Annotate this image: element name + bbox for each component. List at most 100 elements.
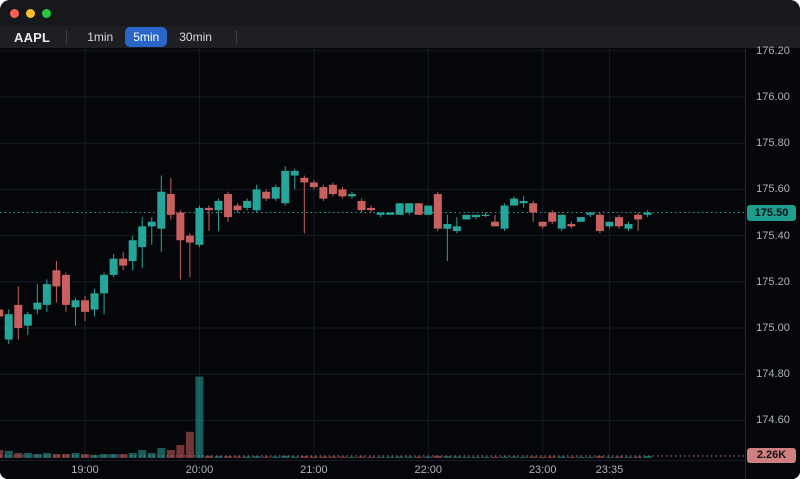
volume-bar bbox=[224, 456, 233, 458]
price-axis-label: 176.00 bbox=[756, 91, 790, 103]
candle-body bbox=[166, 194, 175, 215]
time-axis[interactable]: 19:00 20:00 21:00 22:00 23:00 23:35 bbox=[0, 460, 746, 479]
volume-bar bbox=[23, 453, 32, 458]
candle-body bbox=[624, 224, 633, 229]
volume-bar bbox=[357, 456, 366, 458]
volume-bar bbox=[510, 456, 519, 458]
candle-body bbox=[128, 240, 137, 262]
price-axis-label: 174.60 bbox=[756, 414, 790, 427]
candle bbox=[519, 196, 528, 208]
volume-bar bbox=[52, 453, 61, 458]
candle bbox=[367, 205, 376, 213]
candle bbox=[414, 203, 423, 215]
volume-bar bbox=[414, 456, 423, 458]
candle bbox=[462, 214, 471, 220]
candle bbox=[376, 212, 385, 218]
volume-bar bbox=[643, 455, 652, 458]
volume-bar bbox=[109, 453, 118, 458]
candle bbox=[300, 175, 309, 234]
price-chart-canvas[interactable] bbox=[0, 49, 746, 479]
price-axis[interactable]: 174.60 174.80 175.00 175.20 175.40 175.60 175.… bbox=[745, 45, 800, 479]
candle bbox=[548, 210, 557, 225]
timeframe-1min[interactable]: 1min bbox=[87, 30, 114, 44]
symbol-label: AAPL bbox=[14, 29, 51, 45]
minimize-button[interactable] bbox=[26, 9, 35, 18]
volume-bar bbox=[538, 456, 547, 458]
volume-bar bbox=[157, 447, 166, 458]
volume-bar bbox=[61, 453, 70, 458]
close-button[interactable] bbox=[10, 9, 19, 18]
candle bbox=[224, 191, 233, 222]
candle-body bbox=[500, 205, 509, 229]
candle-body bbox=[605, 221, 614, 227]
volume-bar bbox=[376, 456, 385, 458]
price-axis-label: 175.60 bbox=[756, 183, 790, 196]
volume-bar bbox=[443, 456, 452, 458]
candle bbox=[33, 284, 42, 315]
candle bbox=[357, 198, 366, 213]
toolbar-divider bbox=[66, 30, 68, 44]
candle bbox=[567, 221, 576, 229]
candle bbox=[0, 309, 4, 317]
candle-body bbox=[576, 217, 585, 222]
maximize-button[interactable] bbox=[42, 9, 51, 18]
volume-bar bbox=[605, 456, 614, 458]
volume-bar bbox=[634, 456, 643, 458]
volume-layer bbox=[0, 376, 652, 458]
volume-bar bbox=[405, 456, 414, 458]
candle bbox=[176, 210, 185, 280]
candle bbox=[157, 175, 166, 252]
candle bbox=[252, 184, 261, 213]
price-axis-label: 175.20 bbox=[756, 275, 790, 288]
candle bbox=[395, 203, 404, 215]
candle bbox=[138, 217, 147, 268]
time-axis-label: 21:00 bbox=[300, 464, 328, 476]
candle-body bbox=[634, 214, 643, 220]
candle-body bbox=[481, 214, 490, 217]
volume-bar bbox=[452, 456, 461, 458]
candle-body bbox=[14, 304, 23, 328]
candle bbox=[204, 205, 213, 231]
candle-body bbox=[23, 314, 32, 326]
volume-bar bbox=[567, 456, 576, 458]
candle-body bbox=[214, 200, 223, 211]
candle-body bbox=[252, 189, 261, 211]
candle-body bbox=[204, 207, 213, 211]
volume-bar bbox=[471, 456, 480, 458]
candle bbox=[500, 203, 509, 231]
candle bbox=[452, 217, 461, 234]
volume-bar bbox=[166, 449, 175, 458]
candle bbox=[538, 221, 547, 229]
candle-body bbox=[557, 214, 566, 229]
volume-bar bbox=[347, 456, 356, 458]
candle bbox=[347, 191, 356, 199]
volume-bar bbox=[319, 456, 328, 458]
candle-body bbox=[491, 221, 500, 227]
volume-bar bbox=[147, 453, 156, 458]
volume-bar bbox=[195, 376, 204, 458]
current-volume-badge: 2.26K bbox=[747, 448, 796, 463]
candle-body bbox=[357, 200, 366, 211]
candle-body bbox=[405, 203, 414, 213]
candle bbox=[338, 187, 347, 199]
candle-body bbox=[290, 170, 299, 176]
time-axis-label: 23:00 bbox=[528, 464, 557, 476]
current-price-badge: 175.50 bbox=[747, 205, 796, 221]
volume-bar bbox=[586, 456, 595, 458]
candle bbox=[614, 214, 623, 229]
candle-body bbox=[347, 194, 356, 197]
candle bbox=[328, 182, 337, 197]
volume-bar bbox=[243, 456, 252, 458]
candle bbox=[605, 221, 614, 229]
volume-bar bbox=[338, 456, 347, 458]
candle bbox=[405, 203, 414, 215]
volume-bar bbox=[33, 453, 42, 458]
candle-body bbox=[109, 258, 118, 275]
volume-bar bbox=[614, 456, 623, 458]
candle bbox=[262, 189, 271, 201]
timeframe-30min[interactable]: 30min bbox=[179, 30, 212, 44]
timeframe-5min[interactable]: 5min bbox=[125, 27, 168, 47]
candle-body bbox=[567, 224, 576, 227]
candle bbox=[433, 191, 442, 231]
candle-body bbox=[71, 300, 80, 308]
